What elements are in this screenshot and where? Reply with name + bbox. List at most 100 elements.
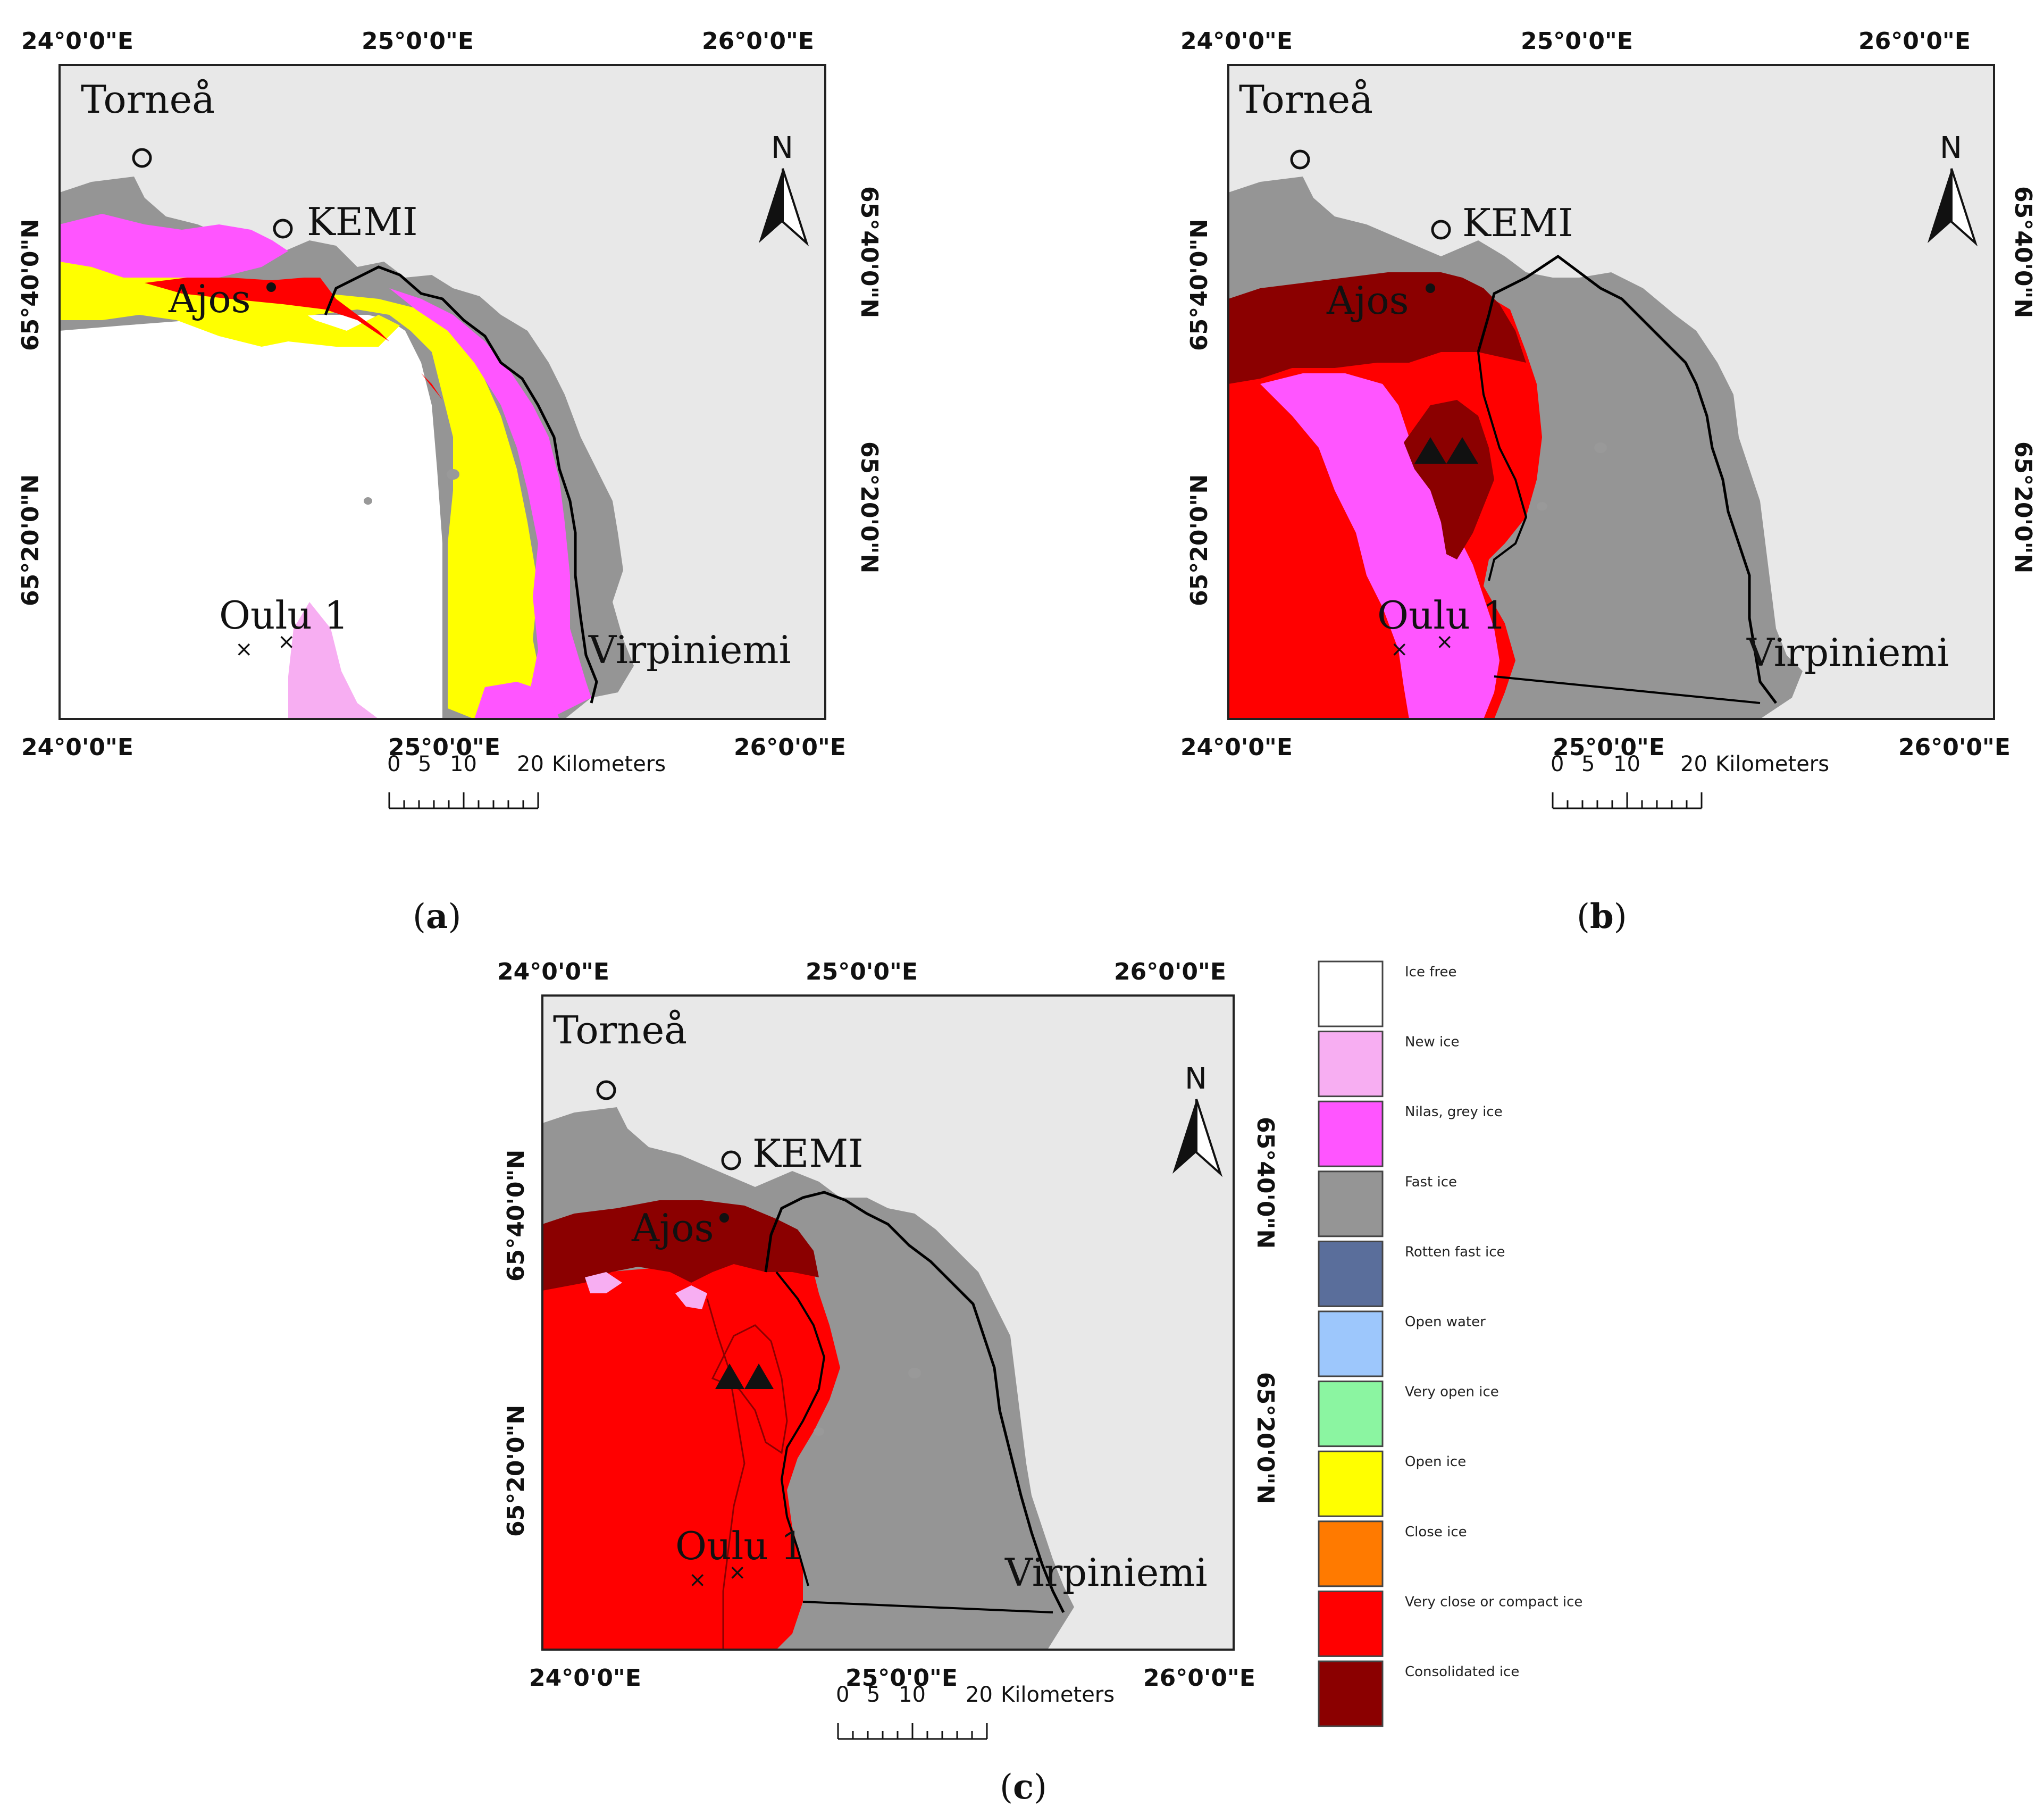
kemi-marker (721, 1150, 741, 1170)
place-tornea: Torneå (1239, 77, 1373, 122)
place-virpiniemi: Virpiniemi (1746, 630, 1949, 675)
scale-tick-label: 0 (836, 1683, 849, 1707)
station-markers (1414, 437, 1478, 464)
open-ice-region (60, 262, 543, 719)
lat-label: 65°20'0"N (1186, 474, 1213, 606)
island (814, 1427, 824, 1436)
legend-label: Very close or compact ice (1405, 1594, 1582, 1610)
north-label: N (771, 131, 793, 165)
map-panel-a: Torneå KEMI Ajos Oulu 1 × × Virpiniemi N (58, 64, 826, 720)
legend-item: Very close or compact ice (1318, 1590, 1582, 1657)
scale-tick-label: 5 (867, 1683, 880, 1707)
lon-label: 25°0'0"E (362, 28, 474, 55)
lon-label: 25°0'0"E (806, 958, 918, 985)
consolidated-ice-region (542, 1200, 819, 1291)
legend-label: Fast ice (1405, 1174, 1457, 1190)
fast-ice-boundary (324, 265, 598, 704)
map-panel-b: Torneå KEMI Ajos Oulu 1 × × Virpiniemi N (1227, 64, 1995, 720)
legend: Ice free New ice Nilas, grey ice Fast ice Ro… (1318, 960, 1582, 1727)
legend-label: New ice (1405, 1034, 1460, 1050)
lat-label: 65°40'0"N (856, 186, 883, 318)
caption-c: (c) (1000, 1767, 1047, 1807)
map-panel-c: Torneå KEMI Ajos Oulu 1 × × Virpiniemi N (541, 994, 1235, 1651)
legend-label: Consolidated ice (1405, 1664, 1519, 1680)
legend-swatch (1318, 1031, 1384, 1098)
scale-unit: Kilometers (1001, 1683, 1115, 1707)
legend-item: Nilas, grey ice (1318, 1100, 1503, 1167)
very-close-ice-region (542, 1240, 840, 1650)
region-boundary (775, 1271, 1053, 1613)
scale-tick-label: 10 (1613, 752, 1640, 776)
station-markers (715, 1364, 774, 1389)
new-ice-region (288, 602, 379, 719)
legend-swatch (1318, 1520, 1384, 1587)
lon-label: 25°0'0"E (1553, 734, 1665, 761)
place-tornea: Torneå (81, 77, 215, 122)
scale-tick-label: 10 (899, 1683, 926, 1707)
svg-text:(b): (b) (1577, 897, 1627, 936)
lon-label: 26°0'0"E (1143, 1665, 1255, 1692)
map-frame (1227, 64, 1995, 720)
oulu-marker: × (728, 1560, 747, 1585)
oulu-marker: × (1390, 637, 1409, 662)
legend-swatch (1318, 1310, 1384, 1377)
scale-tick-label: 0 (1551, 752, 1564, 776)
lon-label: 26°0'0"E (1898, 734, 2011, 761)
ajos-marker (1426, 283, 1435, 293)
legend-label: Open water (1405, 1314, 1486, 1330)
station-triangle-icon (744, 1364, 774, 1389)
place-virpiniemi: Virpiniemi (1004, 1550, 1208, 1595)
legend-item: New ice (1318, 1031, 1460, 1098)
new-ice-region (585, 1272, 622, 1293)
legend-item: Rotten fast ice (1318, 1240, 1505, 1307)
legend-item: Close ice (1318, 1520, 1467, 1587)
consolidated-ice-region (1404, 400, 1494, 559)
panel-a-coords: 24°0'0"E 25°0'0"E 26°0'0"E 24°0'0"E 25°0… (17, 28, 883, 761)
scale-tick-label: 10 (450, 752, 477, 776)
legend-label: Nilas, grey ice (1405, 1104, 1503, 1120)
station-triangle-icon (715, 1364, 744, 1389)
lat-label: 65°20'0"N (17, 474, 44, 606)
caption-a: (a) (413, 897, 461, 936)
lon-label: 24°0'0"E (1180, 734, 1293, 761)
north-arrow: N (1172, 1061, 1223, 1177)
lat-label: 65°20'0"N (502, 1405, 530, 1537)
oulu-marker: × (689, 1568, 707, 1592)
map-frame (58, 64, 826, 720)
legend-label: Close ice (1405, 1524, 1467, 1540)
fast-ice-boundary (1477, 254, 1777, 704)
legend-item: Very open ice (1318, 1381, 1499, 1448)
place-ajos: Ajos (168, 277, 251, 321)
place-kemi: KEMI (752, 1131, 864, 1176)
island (447, 469, 459, 480)
legend-label: Rotten fast ice (1405, 1244, 1505, 1260)
place-ajos: Ajos (1326, 278, 1409, 323)
north-label: N (1185, 1061, 1207, 1096)
place-ajos: Ajos (631, 1206, 714, 1250)
place-oulu: Oulu 1 (219, 593, 349, 638)
tornea-marker (596, 1080, 616, 1100)
lon-label: 24°0'0"E (1180, 28, 1293, 55)
station-triangle-icon (1414, 437, 1446, 464)
lon-label: 25°0'0"E (845, 1665, 958, 1692)
scale-tick-label: 5 (418, 752, 431, 776)
island (908, 1368, 921, 1378)
lat-label: 65°20'0"N (1252, 1372, 1279, 1504)
scale-bar-b: 0 5 10 20 Kilometers (1551, 752, 1829, 809)
lat-label: 65°20'0"N (856, 441, 883, 573)
tornea-marker (1290, 149, 1310, 170)
scale-unit: Kilometers (1715, 752, 1829, 776)
oulu-marker: × (1436, 630, 1454, 654)
legend-swatch (1318, 1660, 1384, 1727)
region-boundary (1477, 352, 1761, 704)
lon-label: 24°0'0"E (21, 734, 133, 761)
scale-bar-c: 0 5 10 20 Kilometers (836, 1683, 1115, 1740)
legend-item: Ice free (1318, 960, 1457, 1027)
legend-swatch (1318, 1170, 1384, 1237)
place-tornea: Torneå (553, 1008, 687, 1052)
legend-label: Ice free (1405, 964, 1457, 980)
lon-label: 26°0'0"E (702, 28, 814, 55)
lon-label: 26°0'0"E (1114, 958, 1226, 985)
lon-label: 26°0'0"E (1858, 28, 1971, 55)
